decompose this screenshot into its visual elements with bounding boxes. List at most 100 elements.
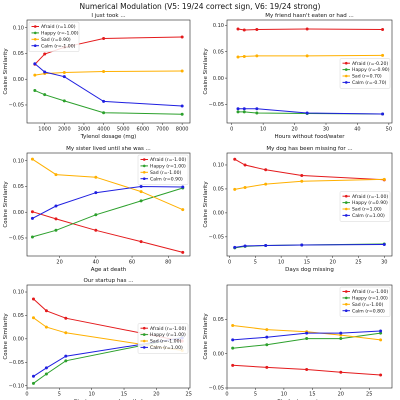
data-point	[181, 208, 185, 212]
y-tick-label: −0.10	[9, 383, 24, 389]
data-point	[379, 373, 383, 377]
data-point	[33, 62, 37, 66]
x-tick-label: 30	[381, 260, 387, 266]
legend-marker	[344, 296, 348, 300]
legend-marker	[344, 194, 348, 198]
x-tick-label: 0	[225, 392, 228, 398]
data-point	[339, 337, 343, 341]
data-point	[379, 338, 383, 342]
chart-panel-1: I just took ... 1000 2000 3000 4000 5000 6000 7…	[3, 13, 191, 140]
series-line-3	[33, 317, 183, 351]
data-point	[381, 112, 385, 116]
data-point	[30, 210, 34, 214]
figure-title: Numerical Modulation (V5: 19/24 correct …	[80, 2, 321, 11]
x-tick-label: 5	[254, 260, 257, 266]
legend-marker	[344, 290, 348, 293]
data-point	[300, 243, 304, 247]
data-point	[243, 185, 247, 189]
legend: Afraid (r=-0.20)Happy (r=-0.90)Sad (r=0.…	[339, 58, 391, 89]
legend-entry: Sad (r=-1.00)	[150, 339, 182, 345]
y-tick-label: −0.05	[9, 103, 24, 109]
panel-title: I just took ...	[91, 13, 125, 19]
legend-marker	[142, 326, 146, 330]
panel-title: My dog has been missing for ...	[266, 146, 352, 152]
data-point	[139, 184, 143, 188]
legend-marker	[142, 339, 146, 343]
x-tick-label: 15	[121, 392, 127, 398]
x-tick-label: 25	[355, 260, 361, 266]
data-point	[181, 185, 185, 189]
data-point	[181, 250, 185, 254]
data-point	[231, 338, 235, 342]
data-point	[31, 297, 35, 301]
legend-marker	[142, 333, 146, 336]
x-tick-label: 10	[88, 392, 94, 398]
x-tick-label: 40	[354, 127, 360, 133]
x-tick-label: 50	[386, 127, 392, 133]
y-tick-label: −0.05	[209, 102, 224, 108]
x-tick-label: 80	[165, 260, 171, 266]
data-point	[64, 359, 68, 363]
data-point	[54, 228, 58, 232]
data-point	[305, 27, 309, 31]
x-tick-label: 5000	[117, 127, 130, 133]
data-point	[255, 107, 259, 111]
x-tick-label: 40	[93, 260, 99, 266]
x-tick-label: 25	[366, 392, 372, 398]
x-tick-label: 3000	[78, 127, 91, 133]
series-line-2	[33, 336, 183, 384]
data-point	[62, 99, 66, 103]
data-point	[231, 346, 235, 350]
legend-marker	[142, 177, 146, 180]
data-point	[381, 28, 385, 32]
data-point	[180, 69, 184, 73]
y-tick-label: 0.10	[13, 158, 24, 164]
legend-entry: Sad (r=0.70)	[352, 74, 382, 80]
data-point	[102, 99, 106, 103]
legend-marker	[344, 68, 348, 71]
series-line-1	[33, 298, 183, 342]
legend-entry: Afraid (r=-1.00)	[150, 326, 186, 332]
data-point	[305, 337, 309, 341]
data-point	[44, 372, 48, 376]
legend-entry: Afraid (r=-0.20)	[352, 61, 388, 67]
legend-box	[28, 21, 80, 52]
x-tick-label: 0	[228, 260, 231, 266]
legend: Afraid (r=-1.00)Happy (r=1.00)Sad (r=-1.…	[339, 286, 391, 317]
y-tick-label: 0.05	[13, 51, 24, 57]
data-point	[180, 35, 184, 39]
legend: Afraid (r=-1.00)Happy (r=1.00)Sad (r=-1.…	[137, 323, 189, 354]
data-point	[305, 367, 309, 371]
panel-title: Our startup has ...	[83, 278, 133, 284]
legend-marker	[142, 164, 146, 168]
legend-entry: Happy (r=-1.00)	[41, 31, 79, 37]
y-tick-label: 0.10	[13, 25, 24, 31]
y-tick-label: −0.05	[9, 360, 24, 366]
y-axis-label: Cosine Similarity	[3, 48, 9, 95]
legend-box	[137, 323, 189, 354]
x-tick-label: 20	[153, 392, 159, 398]
legend-entry: Calm (r=1.00)	[352, 213, 385, 219]
data-point	[33, 89, 37, 93]
y-tick-label: 0.10	[213, 23, 224, 29]
data-point	[31, 381, 35, 385]
y-tick-label: −0.05	[209, 386, 224, 392]
data-point	[236, 107, 240, 111]
data-point	[94, 191, 98, 195]
data-point	[242, 28, 246, 32]
legend-box	[339, 286, 391, 317]
data-point	[54, 173, 58, 177]
y-axis-label: Cosine Similarity	[203, 48, 209, 95]
data-point	[236, 27, 240, 31]
data-point	[44, 325, 48, 329]
legend-marker	[344, 81, 348, 84]
data-point	[265, 328, 269, 332]
data-point	[339, 333, 343, 337]
legend-entry: Afraid (r=-1.00)	[352, 289, 388, 295]
data-point	[231, 363, 235, 367]
data-point	[379, 329, 383, 333]
data-point	[231, 324, 235, 328]
legend-marker	[33, 38, 37, 41]
x-tick-label: 20	[338, 392, 344, 398]
